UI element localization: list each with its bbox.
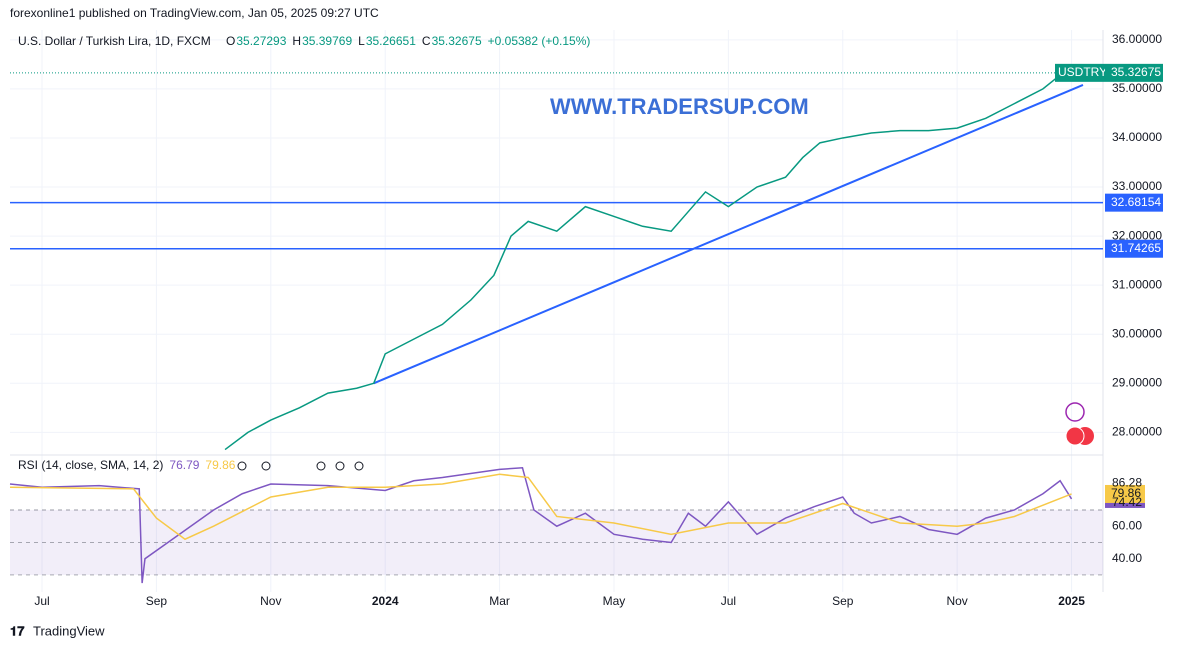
x-tick-label: 2024 — [372, 594, 399, 608]
axis-value-label: 86.28 — [1112, 476, 1142, 490]
symbol-box — [1055, 63, 1105, 82]
x-tick-label: Sep — [146, 594, 168, 608]
x-tick-label: Jul — [721, 594, 736, 608]
footer-brand: TradingView — [33, 623, 105, 638]
symbol-label: USDTRY — [1058, 65, 1107, 79]
x-tick-label: Mar — [489, 594, 510, 608]
ohlc-label: C — [422, 34, 431, 48]
y-tick-label: 35.00000 — [1112, 81, 1162, 95]
trendline — [373, 84, 1084, 385]
y-tick-label: 32.00000 — [1112, 228, 1162, 242]
ohlc-value: 35.27293 — [236, 34, 286, 48]
y-tick-label: 34.00000 — [1112, 130, 1162, 144]
logo: 𝟏𝟕 — [10, 623, 25, 638]
y-tick-label: 30.00000 — [1112, 326, 1162, 340]
ohlc-label: O — [226, 34, 235, 48]
level-label: 31.74265 — [1111, 241, 1161, 255]
y-tick-label: 29.00000 — [1112, 375, 1162, 389]
series-line — [9, 466, 1073, 584]
published-note: forexonline1 published on TradingView.co… — [10, 6, 379, 20]
rsi-legend-value: 79.86 — [205, 458, 235, 472]
series-line — [224, 72, 1064, 451]
series-line — [9, 473, 1072, 541]
legend-icons — [237, 461, 364, 471]
alert-icon[interactable] — [1065, 402, 1085, 422]
last-value-box — [1105, 484, 1145, 503]
x-tick-label: Sep — [832, 594, 854, 608]
ohlc-label: H — [292, 34, 301, 48]
y-tick-label: 60.00 — [1112, 518, 1142, 532]
x-tick-label: Nov — [260, 594, 281, 608]
y-tick-label: 31.00000 — [1112, 277, 1162, 291]
y-tick-label: 40.00 — [1112, 551, 1142, 565]
y-tick-label: 33.00000 — [1112, 179, 1162, 193]
x-tick-label: Jul — [34, 594, 49, 608]
ohlc-value: 35.39769 — [302, 34, 352, 48]
last-value-box — [1105, 63, 1163, 82]
eye-icon[interactable] — [261, 461, 271, 471]
eye-icon[interactable] — [237, 461, 247, 471]
y-tick-label: 28.00000 — [1112, 425, 1162, 439]
flag-icon[interactable] — [1065, 426, 1085, 446]
eye-icon[interactable] — [354, 461, 364, 471]
last-value: 35.32675 — [1111, 65, 1161, 79]
level-label: 32.68154 — [1111, 195, 1161, 209]
eye-icon[interactable] — [316, 461, 326, 471]
last-value: 79.86 — [1111, 486, 1141, 500]
watermark: WWW.TRADERSUP.COM — [550, 94, 809, 119]
x-tick-label: 2025 — [1058, 594, 1085, 608]
change: +0.05382 (+0.15%) — [488, 34, 591, 48]
ohlc-value: 35.26651 — [366, 34, 416, 48]
eye-icon[interactable] — [335, 461, 345, 471]
y-tick-label: 36.00000 — [1112, 32, 1162, 46]
rsi-legend: RSI (14, close, SMA, 14, 2) — [18, 458, 163, 472]
symbol-title: U.S. Dollar / Turkish Lira, 1D, FXCM — [18, 34, 211, 48]
level-label-box — [1105, 193, 1163, 212]
ohlc-value: 35.32675 — [432, 34, 482, 48]
rsi-legend-value: 76.79 — [169, 458, 199, 472]
x-tick-label: May — [603, 594, 626, 608]
level-label-box — [1105, 239, 1163, 258]
axis-value-label: 74.42 — [1112, 495, 1142, 509]
ohlc-label: L — [358, 34, 365, 48]
x-tick-label: Nov — [946, 594, 967, 608]
